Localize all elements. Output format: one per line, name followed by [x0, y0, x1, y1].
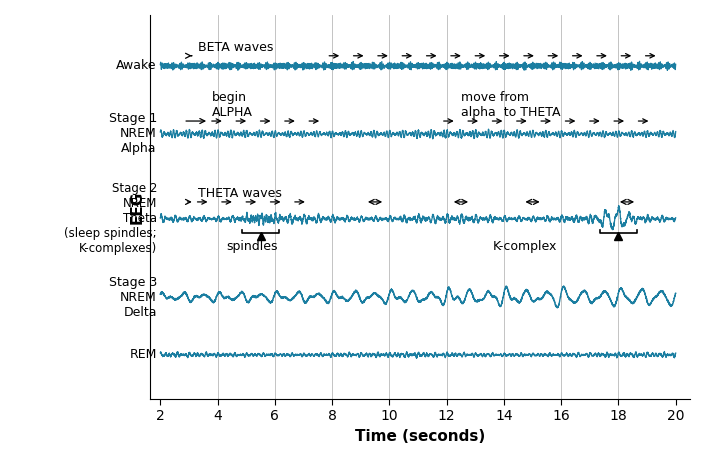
- Text: spindles: spindles: [226, 240, 278, 253]
- Text: BETA waves: BETA waves: [197, 41, 273, 54]
- Text: Stage 1
NREM
Alpha: Stage 1 NREM Alpha: [109, 112, 157, 156]
- Text: THETA waves: THETA waves: [197, 187, 281, 200]
- Text: Stage 2
NREM
Theta
(sleep spindles;
K-complexes): Stage 2 NREM Theta (sleep spindles; K-co…: [64, 182, 157, 255]
- Text: Awake: Awake: [116, 60, 157, 73]
- Text: K-complex: K-complex: [493, 240, 557, 253]
- Text: move from
alpha  to THETA: move from alpha to THETA: [461, 91, 560, 119]
- Text: REM: REM: [130, 348, 157, 361]
- Text: begin
ALPHA: begin ALPHA: [212, 91, 252, 119]
- X-axis label: Time (seconds): Time (seconds): [355, 429, 485, 444]
- Text: Stage 3
NREM
Delta: Stage 3 NREM Delta: [109, 275, 157, 319]
- Y-axis label: EEG: EEG: [130, 190, 145, 224]
